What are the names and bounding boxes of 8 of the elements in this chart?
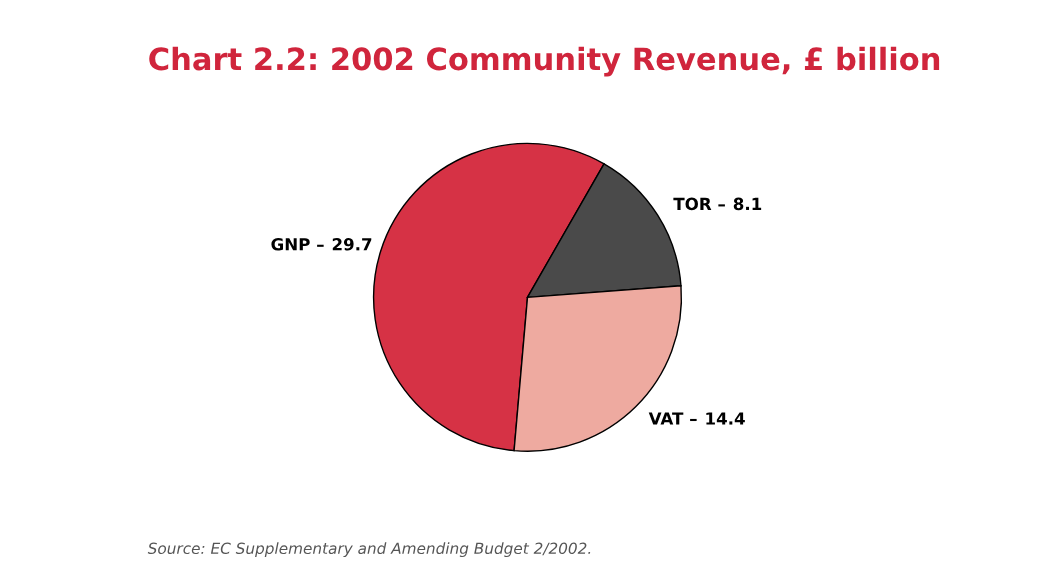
data-label: 14.4 [706,412,745,425]
data-label: 29.7 [332,237,372,251]
chart-title: Chart 2.2: 2002 Community Revenue, £ billion [149,46,940,77]
source-note: Source: EC Supplementary and Amending Budget 2/2002. [147,542,591,558]
slice-label: GNP – [271,237,324,251]
slice-label: VAT – [648,412,697,425]
slice-label: TOR – [673,197,725,211]
data-label: 8.1 [733,197,762,211]
